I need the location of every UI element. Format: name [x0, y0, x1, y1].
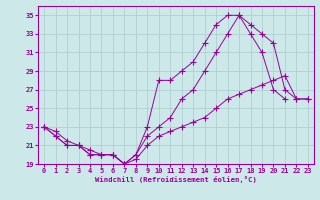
X-axis label: Windchill (Refroidissement éolien,°C): Windchill (Refroidissement éolien,°C) — [95, 176, 257, 183]
